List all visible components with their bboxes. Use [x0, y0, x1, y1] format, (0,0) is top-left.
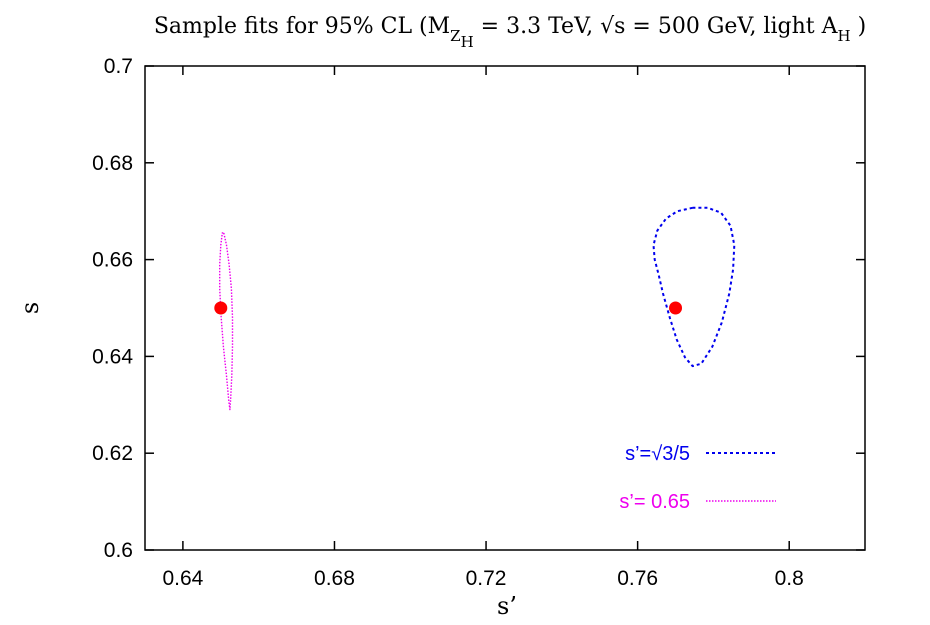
best-fit-point	[669, 301, 683, 315]
x-tick-label: 0.72	[466, 567, 507, 590]
best-fit-points	[214, 301, 683, 315]
title-sub-h: H	[461, 33, 474, 51]
x-tick-label: 0.76	[617, 567, 658, 590]
title-sub-ah: H	[837, 27, 850, 45]
chart-title: Sample fits for 95% CL (MZH = 3.3 TeV, √…	[154, 14, 866, 51]
y-tick-label: 0.7	[104, 55, 133, 78]
tick-labels: 0.64 0.68 0.72 0.76 0.8 0.6 0.62 0.64 0.66 0.68 0.…	[92, 55, 804, 590]
title-sub-z: Z	[450, 27, 460, 45]
contour-lines	[218, 206, 736, 411]
y-tick-label: 0.62	[92, 442, 133, 465]
x-tick-label: 0.8	[775, 567, 804, 590]
title-suffix: )	[851, 14, 867, 39]
title-prefix: Sample fits for 95% CL (M	[154, 14, 450, 39]
legend-label: s’= 0.65	[619, 491, 690, 513]
y-tick-label: 0.64	[92, 345, 133, 368]
axis-ticks	[145, 65, 865, 551]
y-tick-label: 0.66	[92, 249, 133, 272]
best-fit-point	[214, 301, 228, 315]
x-tick-label: 0.68	[314, 567, 355, 590]
legend: s’=√3/5 s’= 0.65	[619, 443, 776, 513]
y-tick-label: 0.6	[104, 539, 133, 562]
contour-series-2	[218, 232, 234, 411]
x-axis-label: s’	[497, 592, 517, 620]
title-middle: = 3.3 TeV, √s = 500 GeV, light A	[474, 14, 839, 39]
x-tick-label: 0.64	[162, 567, 203, 590]
y-axis-label: s	[16, 302, 44, 314]
contour-series-1	[652, 206, 736, 368]
legend-label: s’=√3/5	[625, 443, 690, 465]
y-tick-label: 0.68	[92, 152, 133, 175]
plot-frame	[144, 65, 866, 551]
